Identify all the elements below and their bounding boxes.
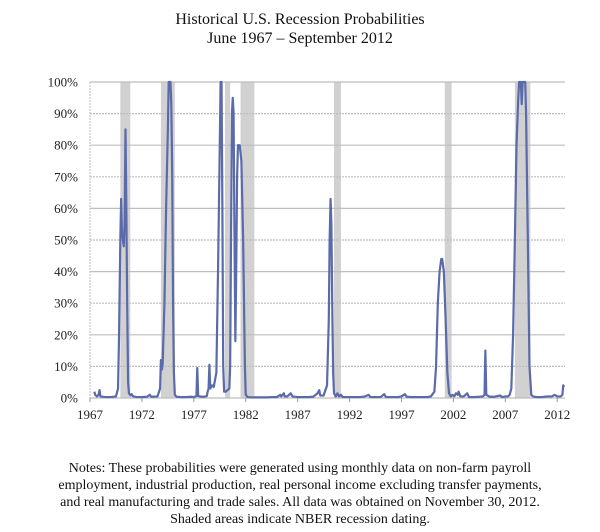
x-tick-label: 1972 <box>129 407 155 422</box>
chart-title-block: Historical U.S. Recession Probabilities … <box>0 10 600 48</box>
chart-notes: Notes: These probabilities were generate… <box>30 460 570 528</box>
x-tick-label: 1982 <box>233 407 259 422</box>
recession-probability-chart: 0%10%20%30%40%50%60%70%80%90%100% 1967 19… <box>48 75 571 423</box>
y-tick-label: 70% <box>54 169 78 184</box>
probability-line <box>93 80 566 399</box>
y-axis-ticks: 0% 10% 20% 30% 40% 50% 60% 70% 80% 90% 100% <box>48 75 79 406</box>
x-tick-label: 2002 <box>440 407 466 422</box>
notes-line-2: employment, industrial production, real … <box>58 478 542 493</box>
chart-title: Historical U.S. Recession Probabilities <box>175 11 425 28</box>
x-tick-label: 2012 <box>544 407 570 422</box>
y-tick-label: 100% <box>48 75 79 90</box>
y-tick-label: 0% <box>61 391 79 406</box>
y-tick-label: 30% <box>54 296 78 311</box>
chart-subtitle: June 1967 – September 2012 <box>207 30 393 47</box>
x-tick-label: 1987 <box>285 407 312 422</box>
notes-line-1: Notes: These probabilities were generate… <box>68 461 532 476</box>
x-tick-label: 1977 <box>181 407 208 422</box>
recession-shade <box>224 82 231 398</box>
x-tick-label: 1992 <box>337 407 363 422</box>
y-tick-label: 90% <box>54 106 78 121</box>
x-tick-label: 2007 <box>492 407 519 422</box>
notes-line-3: and real manufacturing and trade sales. … <box>60 495 540 510</box>
y-tick-label: 40% <box>54 264 78 279</box>
recession-shade <box>120 82 131 398</box>
x-tick-label: 1997 <box>388 407 415 422</box>
y-tick-label: 20% <box>54 327 78 342</box>
y-tick-label: 10% <box>54 359 78 374</box>
y-tick-label: 50% <box>54 233 78 248</box>
x-tick-label: 1967 <box>77 407 104 422</box>
notes-line-4: Shaded areas indicate NBER recession dat… <box>170 512 430 527</box>
x-axis-ticks: 1967 1972 1977 1982 1987 1992 1997 2002 2007 2012 <box>77 398 570 422</box>
y-tick-label: 60% <box>54 201 78 216</box>
y-tick-label: 80% <box>54 138 78 153</box>
